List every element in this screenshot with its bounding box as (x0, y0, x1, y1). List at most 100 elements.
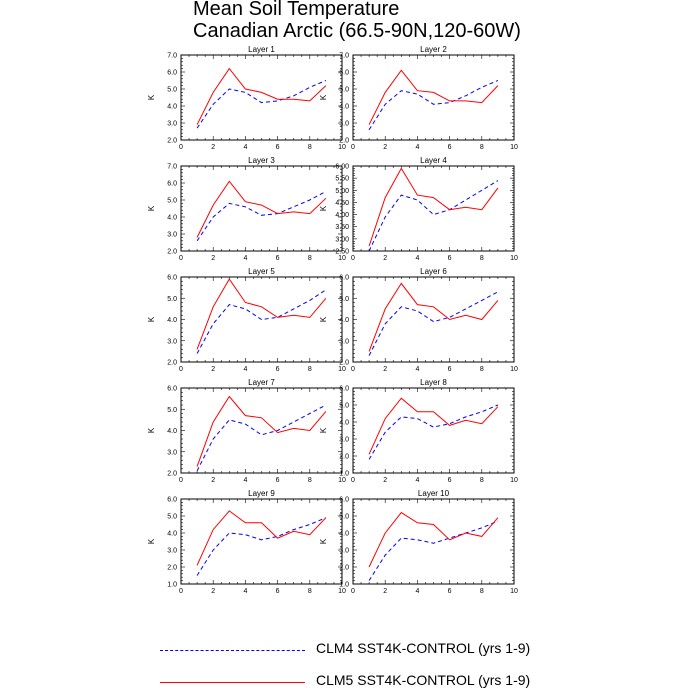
y-tick-label: 5.0 (339, 403, 349, 410)
y-tick-label: 4.0 (339, 104, 349, 111)
y-tick-label: 7.0 (167, 164, 177, 171)
y-tick-label: 5.50 (335, 176, 349, 183)
panel-title: Layer 5 (248, 267, 275, 276)
x-tick-label: 0 (351, 477, 355, 484)
x-tick-label: 4 (415, 144, 419, 151)
panel-7: Layer 7 K 0 2 4 6 8 10 2.0 3.0 4.0 5.0 6.0 (147, 378, 346, 484)
y-axis-label: K (147, 538, 156, 544)
y-tick-label: 6.0 (339, 70, 349, 77)
series-clm5-line (196, 510, 327, 566)
series-clm5-line (368, 397, 499, 455)
y-tick-label: 1.0 (167, 582, 177, 589)
y-axis-label: K (319, 205, 328, 211)
title-line-2: Canadian Arctic (66.5-90N,120-60W) (193, 20, 521, 42)
x-tick-label: 10 (510, 366, 518, 373)
panel-title: Layer 3 (248, 156, 275, 165)
panel-title: Layer 2 (420, 45, 447, 54)
x-tick-label: 6 (448, 144, 452, 151)
series-clm4-line (196, 80, 327, 129)
y-axis-label: K (319, 316, 328, 322)
panel-2: Layer 2K0 2 4 6 8 102.03.04.05.06.07.0 (319, 45, 518, 151)
y-tick-label: 5.0 (167, 514, 177, 521)
y-tick-label: 3.0 (339, 338, 349, 345)
y-tick-label: 2.0 (167, 471, 177, 478)
x-tick-label: 0 (179, 588, 183, 595)
x-tick-label: 6 (448, 588, 452, 595)
plot-frame (352, 498, 515, 585)
x-tick-label: 8 (308, 255, 312, 262)
y-tick-label: 5.00 (335, 188, 349, 195)
x-tick-label: 2 (383, 588, 387, 595)
panel-title: Layer 4 (420, 156, 447, 165)
legend-swatch-clm5 (160, 682, 305, 683)
y-tick-label: 3.0 (167, 338, 177, 345)
y-tick-label: 3.0 (167, 121, 177, 128)
x-tick-label: 0 (179, 366, 183, 373)
series-clm4-line (196, 517, 327, 576)
x-tick-label: 10 (338, 255, 346, 262)
x-tick-label: 8 (480, 477, 484, 484)
legend-swatch-clm4 (160, 650, 305, 651)
y-tick-label: 2.0 (339, 454, 349, 461)
x-tick-label: 6 (276, 255, 280, 262)
panel-title: Layer 9 (248, 489, 275, 498)
y-axis-label: K (147, 427, 156, 433)
legend-item-clm5: CLM5 SST4K-CONTROL (yrs 1-9) (160, 672, 680, 692)
x-tick-label: 0 (351, 588, 355, 595)
y-tick-label: 5.0 (339, 514, 349, 521)
y-tick-label: 6.0 (167, 181, 177, 188)
panel-title: Layer 7 (248, 378, 275, 387)
x-tick-label: 10 (338, 366, 346, 373)
series-clm4-line (368, 404, 499, 460)
x-tick-label: 0 (179, 477, 183, 484)
y-tick-label: 5.0 (167, 198, 177, 205)
plot-frame (352, 276, 515, 363)
x-tick-label: 2 (383, 477, 387, 484)
series-clm4-line (368, 291, 499, 356)
y-tick-label: 2.0 (167, 138, 177, 145)
panel-title: Layer 6 (420, 267, 447, 276)
y-tick-label: 7.0 (339, 53, 349, 60)
y-tick-label: 6.0 (167, 386, 177, 393)
series-clm5-line (196, 278, 327, 350)
y-tick-label: 6.0 (339, 497, 349, 504)
series-clm5-line (368, 282, 499, 352)
x-tick-label: 4 (243, 144, 247, 151)
title-line-1: Mean Soil Temperature (193, 0, 400, 20)
x-tick-label: 8 (480, 255, 484, 262)
plot-frame (180, 387, 343, 474)
y-tick-label: 3.0 (339, 121, 349, 128)
series-clm4-line (196, 191, 327, 242)
y-tick-label: 4.0 (339, 317, 349, 324)
y-tick-label: 6.0 (167, 70, 177, 77)
x-tick-label: 2 (383, 366, 387, 373)
x-tick-label: 4 (415, 255, 419, 262)
y-tick-label: 5.0 (339, 296, 349, 303)
y-tick-label: 6.0 (167, 275, 177, 282)
series-clm5-line (368, 511, 499, 568)
y-axis-label: K (147, 316, 156, 322)
y-tick-label: 5.0 (339, 87, 349, 94)
y-tick-label: 4.0 (167, 215, 177, 222)
panel-4: Layer 4K0 2 4 6 8 102.503.003.504.004.505.005… (319, 156, 518, 262)
y-tick-label: 5.0 (167, 87, 177, 94)
panel-6: Layer 6K0 2 4 6 8 102.03.04.05.06.0 (319, 267, 518, 373)
y-tick-label: 4.0 (167, 531, 177, 538)
plot-frame (352, 165, 515, 252)
y-tick-label: 5.0 (167, 296, 177, 303)
x-tick-label: 10 (338, 477, 346, 484)
y-tick-label: 4.00 (335, 212, 349, 219)
series-clm5-line (368, 69, 499, 125)
y-tick-label: 6.0 (339, 275, 349, 282)
y-tick-label: 3.0 (339, 437, 349, 444)
x-tick-label: 10 (510, 144, 518, 151)
series-clm5-line (196, 395, 327, 467)
y-axis-label: K (147, 205, 156, 211)
y-tick-label: 2.50 (335, 249, 349, 256)
x-tick-label: 6 (448, 255, 452, 262)
series-clm4-line (368, 520, 499, 581)
legend-label-clm4: CLM4 SST4K-CONTROL (yrs 1-9) (316, 640, 531, 656)
x-tick-label: 8 (308, 477, 312, 484)
x-tick-label: 8 (308, 144, 312, 151)
